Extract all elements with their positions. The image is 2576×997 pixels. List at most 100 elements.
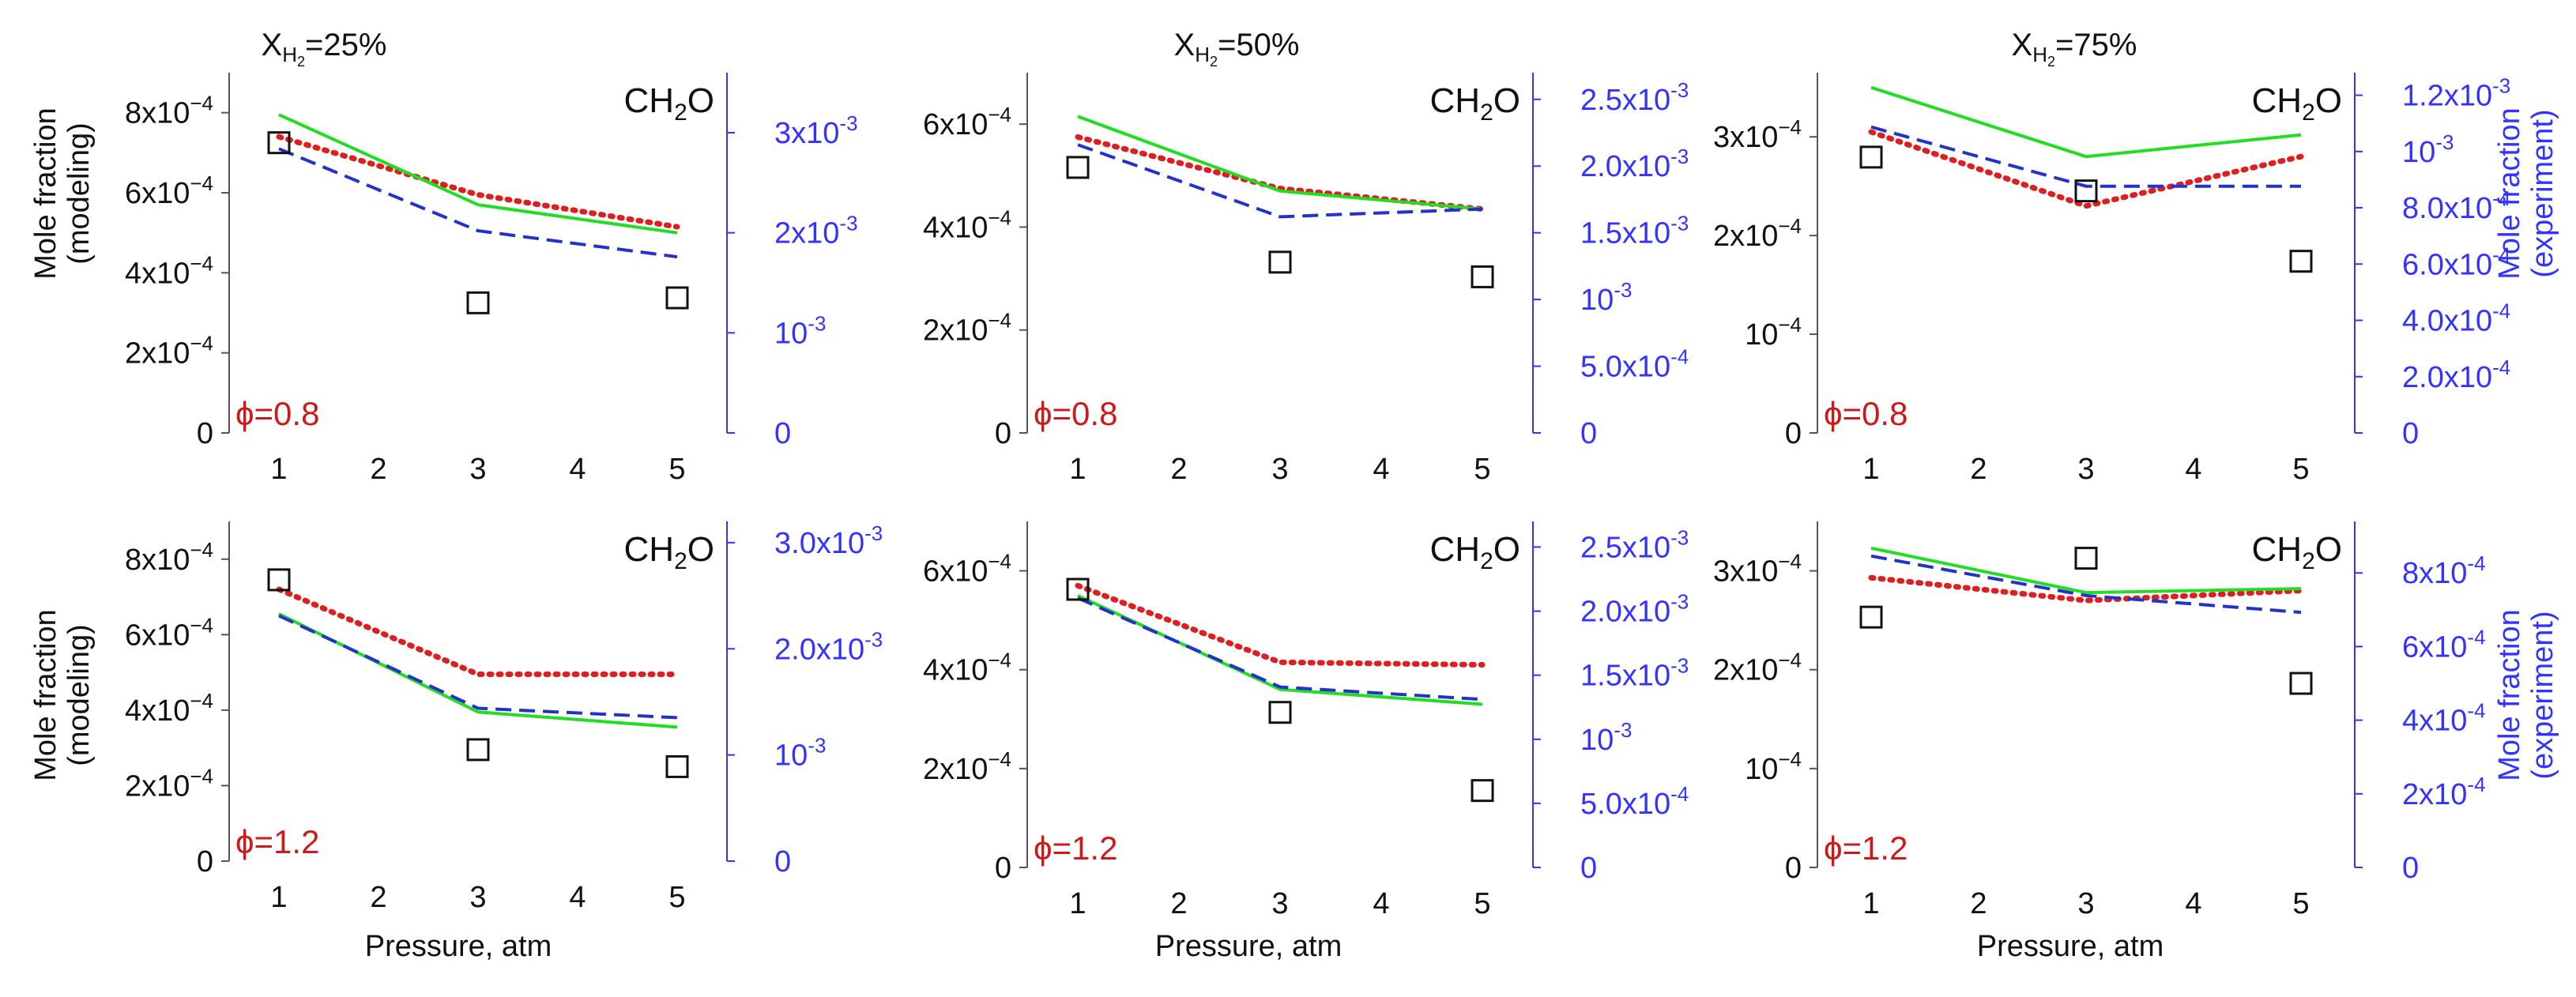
experiment-marker [1471,265,1494,288]
x-tick-label: 2 [1970,887,1987,920]
right-tick-label: 5.0x10-4 [1580,782,1689,821]
experiment-marker [1268,701,1292,724]
species-label: CH2O [1430,81,1520,126]
experiment-marker [267,568,291,592]
right-tick-label: 2x10-4 [2402,773,2486,811]
ylabel-left-bottom: Mole fraction [29,609,62,781]
left-tick-label: 4x10−4 [923,649,1011,687]
x-tick-label: 2 [370,881,386,914]
series-green-solid [1870,85,2302,159]
col-title-xh2-75: XH2=75% [2012,28,2137,70]
left-tick-label: 4x10−4 [125,689,213,728]
x-tick-label: 1 [1069,887,1086,920]
x-tick-label: 4 [2185,453,2201,486]
x-tick-label: 5 [2292,453,2309,486]
left-tick-label: 8x10−4 [125,92,213,130]
right-tick-label: 2.0x10-3 [1580,145,1689,183]
right-tick-label: 1.5x10-3 [1580,654,1689,693]
x-tick-label: 4 [569,881,586,914]
experiment-marker [665,286,689,310]
series-red-dotted [1868,129,2304,209]
experiment-marker [1859,605,1883,629]
left-tick-label: 0 [197,417,213,450]
left-tick-label: 0 [1785,852,1802,885]
right-tick-label: 0 [774,845,791,878]
species-label: CH2O [2252,530,2342,574]
x-tick-label: 3 [2077,453,2094,486]
right-tick-label: 8x10-4 [2402,551,2486,590]
right-tick-label: 2x10-3 [774,212,858,250]
right-tick-label: 0 [1580,417,1597,450]
x-tick-label: 1 [1069,453,1086,486]
panels: 0 2x10−4 4x10−4 6x10−4 8x10−4 0 10-3 2x10-3 3x10… [125,73,2510,920]
x-tick-label: 4 [2185,887,2201,920]
x-tick-label: 5 [668,453,685,486]
experiment-marker [267,131,291,155]
left-tick-label: 2x10−4 [1713,649,1802,687]
series-red-dotted [276,586,680,677]
series-red-dotted [1868,574,2304,604]
series-green-solid [1077,115,1483,211]
left-tick-label: 4x10−4 [923,205,1011,244]
x-tick-label: 5 [1474,887,1490,920]
col-title-xh2-50: XH2=50% [1174,28,1300,70]
left-tick-label: 6x10−4 [923,550,1011,589]
ylabel-left-top: Mole fraction [29,107,62,280]
right-tick-label: 0 [2402,852,2419,885]
x-tick-label: 2 [1170,887,1187,920]
x-tick-label: 4 [569,453,586,486]
ylabel-left-bottom-2: (modeling) [62,624,96,766]
x-tick-label: 2 [1970,453,1987,486]
experiment-marker [1066,578,1090,601]
right-tick-label: 3x10-3 [774,111,858,150]
right-tick-label: 10-3 [1580,718,1632,757]
left-tick-label: 4x10−4 [125,251,213,290]
experiment-marker [1859,145,1883,169]
right-tick-label: 1.2x10-3 [2402,74,2510,113]
right-tick-label: 6.0x10-4 [2402,243,2510,281]
left-tick-label: 8x10−4 [125,538,213,577]
ylabel-right-bottom: Mole fraction [2493,609,2526,781]
right-tick-label: 5.0x10-4 [1580,345,1689,384]
x-tick-label: 3 [2077,887,2094,920]
left-tick-label: 0 [995,417,1011,450]
right-tick-label: 3.0x10-3 [774,521,883,560]
right-tick-label: 0 [2402,417,2419,450]
series-red-dotted [276,134,680,230]
phi-label: ϕ=0.8 [1034,395,1117,432]
column-titles: XH2=25% XH2=50% XH2=75% [262,28,2137,70]
series-red-dotted [1075,582,1486,668]
x-tick-label: 5 [668,881,685,914]
ylabel-left-top-2: (modeling) [62,122,96,265]
panel-2: 0 2x10−4 4x10−4 6x10−4 0 5.0x10-4 10-3 1.5x10-3… [923,73,1689,486]
xlabel-col1: Pressure, atm [365,930,552,963]
right-tick-label: 10-3 [774,734,826,773]
right-tick-label: 0 [774,417,791,450]
x-tick-label: 1 [1862,887,1879,920]
right-tick-label: 2.5x10-3 [1580,78,1689,117]
x-tick-label: 5 [2292,887,2309,920]
x-tick-label: 1 [270,453,287,486]
experiment-marker [1471,779,1494,803]
panel-3: 0 10−4 2x10−4 3x10−4 0 2.0x10-4 4.0x10-4 6.0x10… [1713,73,2510,486]
ylabel-right-bottom-2: (experiment) [2526,611,2559,779]
right-tick-label: 2.0x10-3 [774,627,883,666]
left-tick-label: 3x10−4 [1713,115,1802,154]
phi-label: ϕ=1.2 [1824,830,1908,867]
x-tick-label: 5 [1474,453,1490,486]
series-blue-dashed [1077,143,1483,219]
experiment-marker [2289,250,2313,273]
x-tick-label: 1 [1862,453,1879,486]
right-tick-label: 4.0x10-4 [2402,299,2510,338]
series-blue-dashed [1870,554,2302,615]
left-tick-label: 2x10−4 [125,764,213,803]
right-tick-label: 2.0x10-3 [1580,590,1689,629]
right-tick-label: 10-3 [1580,278,1632,317]
series-blue-dashed [278,147,678,259]
left-tick-label: 3x10−4 [1713,550,1802,589]
series-blue-dashed [1870,125,2301,188]
x-tick-label: 3 [1271,453,1288,486]
left-tick-label: 0 [1785,417,1802,450]
experiment-marker [466,738,490,762]
